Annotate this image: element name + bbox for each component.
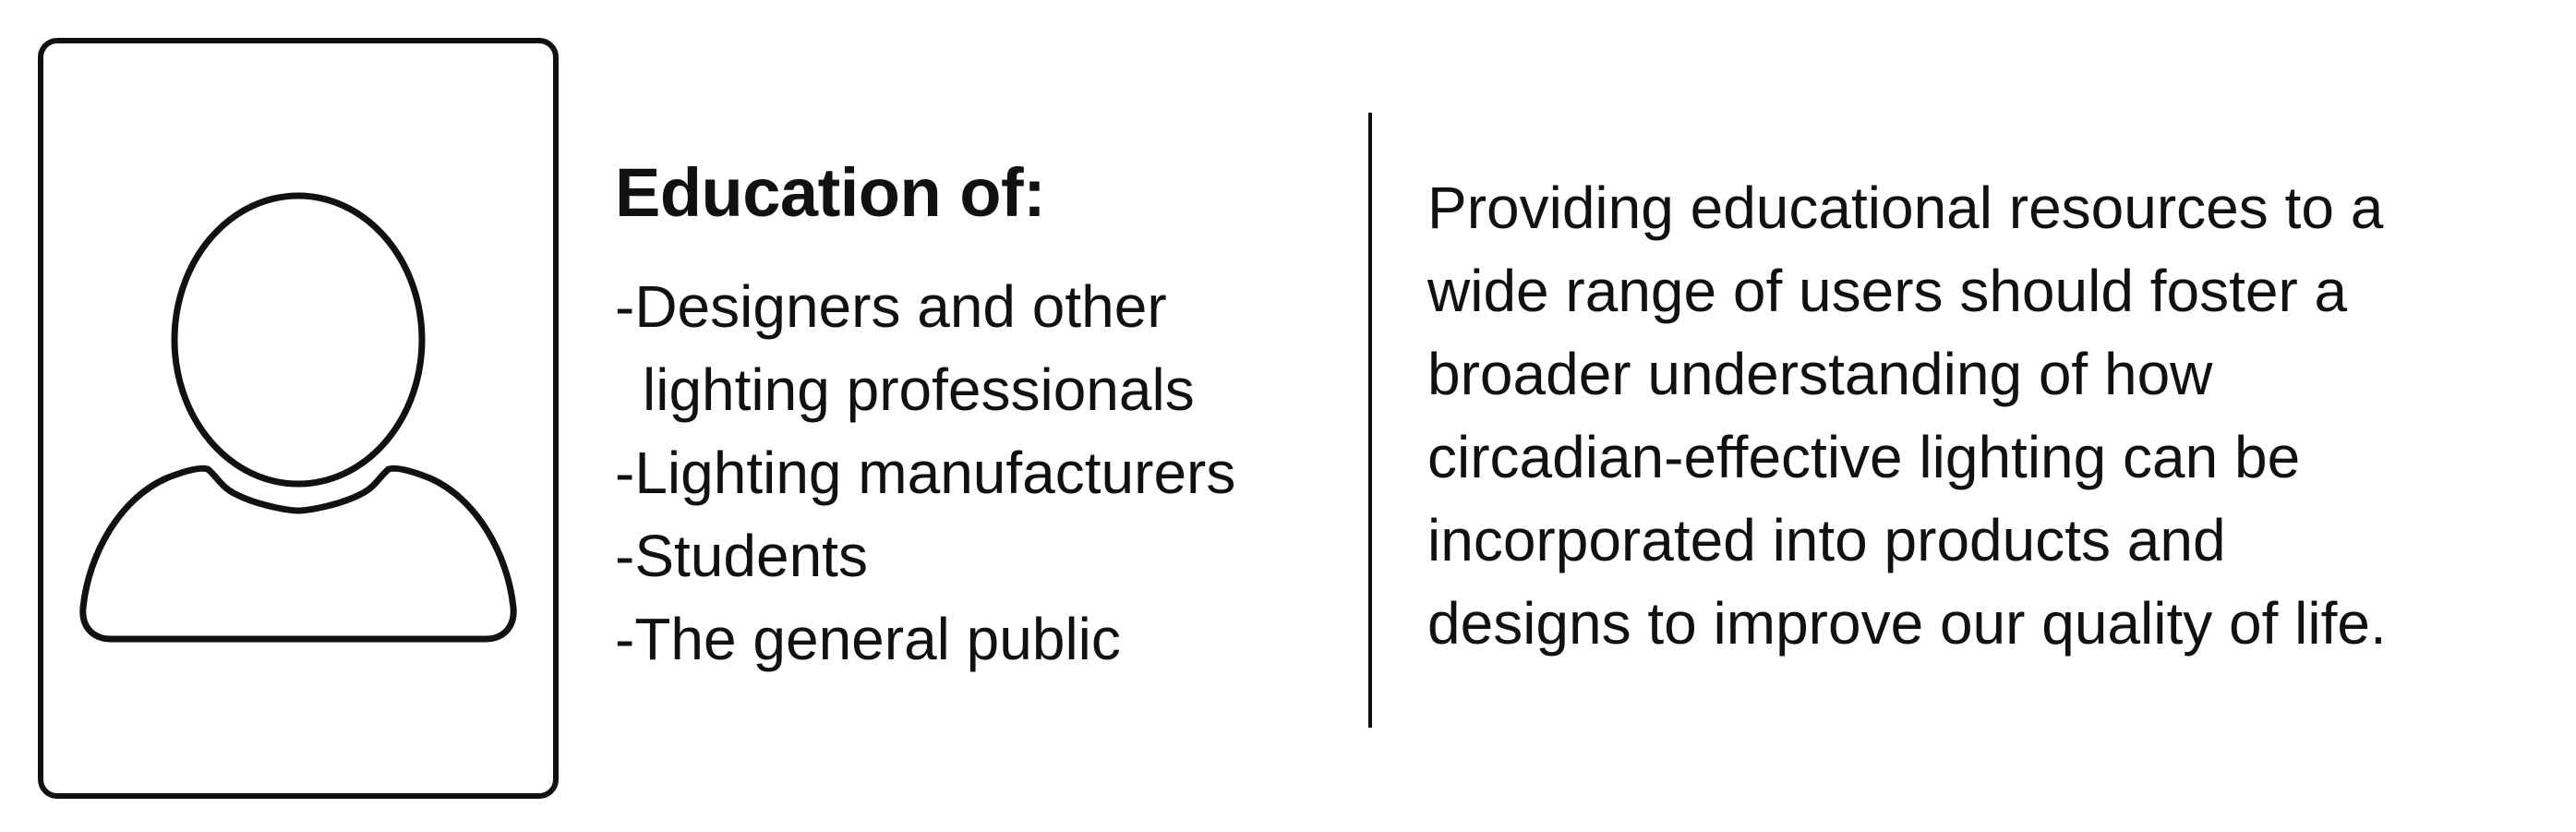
audience-list: -Designers and other lighting profession…	[615, 265, 1354, 681]
audience-heading: Education of:	[615, 154, 1046, 231]
description-panel: Providing educational resources to a wid…	[1427, 166, 2535, 665]
audience-item-text: -Designers and other	[615, 273, 1167, 341]
description-line: circadian-effective lighting can be	[1427, 424, 2301, 490]
person-silhouette-icon	[38, 38, 559, 799]
description-line: incorporated into products and	[1427, 507, 2226, 573]
description-line: broader understanding of how	[1427, 341, 2213, 407]
audience-item-students: -Students	[615, 523, 868, 590]
description-line: Providing educational resources to a	[1427, 175, 2384, 241]
head-shape	[171, 192, 426, 488]
card-frame	[38, 38, 559, 799]
audience-item-designers: -Designers and other lighting profession…	[615, 265, 1354, 431]
audience-item-text-continued: lighting professionals	[643, 356, 1195, 424]
avatar-card	[37, 37, 560, 800]
vertical-divider	[1368, 113, 1372, 728]
audience-panel: Education of: -Designers and other light…	[615, 155, 1354, 681]
description-line: wide range of users should foster a	[1427, 258, 2348, 324]
shoulders-shape	[79, 464, 517, 643]
audience-item-manufacturers: -Lighting manufacturers	[615, 440, 1236, 507]
audience-item-public: -The general public	[615, 606, 1121, 673]
description-line: designs to improve our quality of life.	[1427, 590, 2387, 657]
